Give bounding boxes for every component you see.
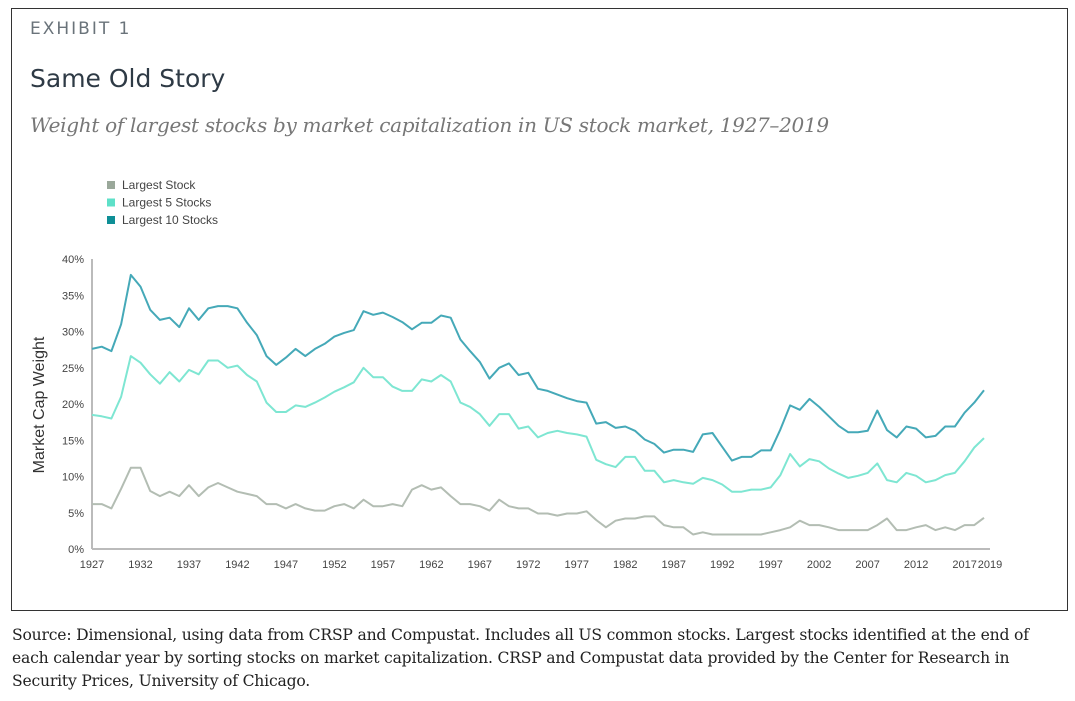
legend-swatch [107,181,115,189]
x-tick-label: 1952 [322,559,346,571]
y-tick-label: 5% [68,508,84,520]
y-tick-label: 30% [62,327,84,339]
x-tick-label: 1937 [177,559,201,571]
x-tick-label: 1957 [371,559,395,571]
x-tick-label: 1977 [565,559,589,571]
x-tick-label: 1962 [419,559,443,571]
y-tick-label: 35% [62,290,84,302]
x-tick-label: 1932 [128,559,152,571]
x-tick-label: 1942 [225,559,249,571]
y-tick-label: 0% [68,544,84,556]
y-tick-label: 40% [62,254,84,266]
series-line-largest-5-stocks [91,355,985,493]
x-tick-label: 1997 [758,559,782,571]
y-tick-label: 15% [62,435,84,447]
x-tick-label: 1972 [516,559,540,571]
series-line-largest-10-stocks [91,273,985,462]
exhibit-frame [11,8,1068,611]
x-tick-label: 2007 [855,559,879,571]
y-axis-title: Market Cap Weight [31,336,48,473]
x-tick-label: 2017 [952,559,976,571]
x-tick-label: 1987 [661,559,685,571]
series-line-largest-stock [92,466,985,536]
chart-title: Same Old Story [30,64,226,93]
source-note: Source: Dimensional, using data from CRS… [12,626,1029,690]
x-tick-label: 1992 [710,559,734,571]
x-tick-label: 1927 [80,559,104,571]
y-tick-label: 20% [62,399,84,411]
legend-label: Largest Stock [122,178,196,192]
y-tick-label: 25% [62,363,84,375]
x-tick-label: 2012 [904,559,928,571]
series-lines [91,273,985,536]
axes: 0% 5% 10% 15% 20% 25% 30% 35% 40% 1927 1932 1937 194… [62,254,1002,571]
x-tick-label: 2019 [978,559,1002,571]
legend-swatch [107,216,115,224]
x-tick-label: 1947 [274,559,298,571]
legend: Largest Stock Largest 5 Stocks Largest 10 … [107,178,218,227]
chart-subtitle: Weight of largest stocks by market capit… [30,113,829,137]
x-tick-label: 2002 [807,559,831,571]
y-tick-label: 10% [62,472,84,484]
legend-label: Largest 5 Stocks [122,196,211,210]
x-tick-label: 1967 [468,559,492,571]
legend-label: Largest 10 Stocks [122,213,218,227]
exhibit-label: EXHIBIT 1 [30,19,132,39]
x-tick-label: 1982 [613,559,637,571]
legend-swatch [107,198,115,207]
